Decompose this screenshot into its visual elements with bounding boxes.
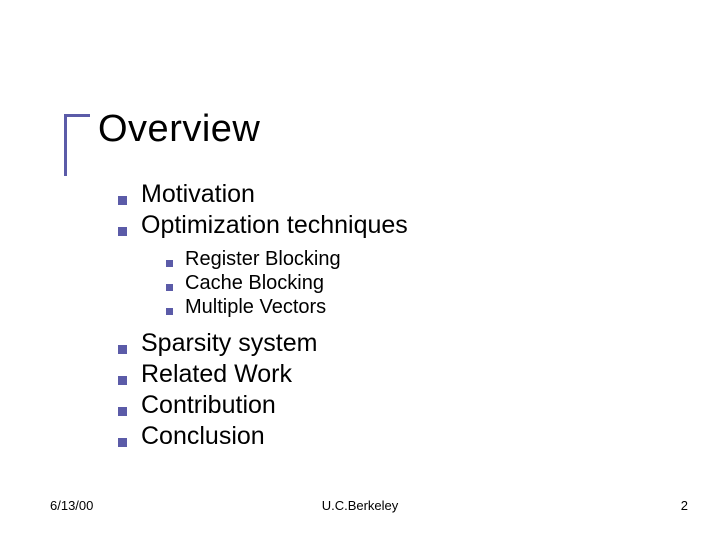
bullet-square-icon bbox=[118, 227, 127, 236]
accent-vertical bbox=[64, 114, 67, 176]
list-item-label: Optimization techniques bbox=[141, 211, 408, 240]
bullet-square-icon bbox=[166, 308, 173, 315]
bullet-square-icon bbox=[118, 376, 127, 385]
bullet-square-icon bbox=[166, 260, 173, 267]
list-item: Optimization techniques bbox=[118, 211, 658, 240]
bullet-square-icon bbox=[118, 196, 127, 205]
bullet-square-icon bbox=[118, 407, 127, 416]
footer-page-number: 2 bbox=[681, 498, 688, 513]
list-subitem: Cache Blocking bbox=[166, 272, 658, 295]
list-item-label: Motivation bbox=[141, 180, 255, 209]
page-title: Overview bbox=[98, 108, 260, 151]
slide-footer: 6/13/00 U.C.Berkeley 2 bbox=[0, 498, 720, 518]
list-subitem: Multiple Vectors bbox=[166, 296, 658, 319]
list-item-label: Conclusion bbox=[141, 422, 265, 451]
title-accent bbox=[64, 114, 90, 176]
bullet-square-icon bbox=[118, 345, 127, 354]
footer-affiliation: U.C.Berkeley bbox=[0, 498, 720, 513]
list-item: Related Work bbox=[118, 360, 658, 389]
list-item-label: Register Blocking bbox=[185, 248, 341, 271]
list-item: Sparsity system bbox=[118, 329, 658, 358]
list-item-label: Contribution bbox=[141, 391, 276, 420]
list-item-label: Cache Blocking bbox=[185, 272, 324, 295]
list-item: Contribution bbox=[118, 391, 658, 420]
bullet-square-icon bbox=[166, 284, 173, 291]
list-item-label: Sparsity system bbox=[141, 329, 317, 358]
list-item: Conclusion bbox=[118, 422, 658, 451]
list-item: Motivation bbox=[118, 180, 658, 209]
accent-horizontal bbox=[64, 114, 90, 117]
bullet-square-icon bbox=[118, 438, 127, 447]
list-item-label: Related Work bbox=[141, 360, 292, 389]
slide: Overview Motivation Optimization techniq… bbox=[0, 0, 720, 540]
body-content: Motivation Optimization techniques Regis… bbox=[118, 180, 658, 453]
list-subitem: Register Blocking bbox=[166, 248, 658, 271]
list-item-label: Multiple Vectors bbox=[185, 296, 326, 319]
